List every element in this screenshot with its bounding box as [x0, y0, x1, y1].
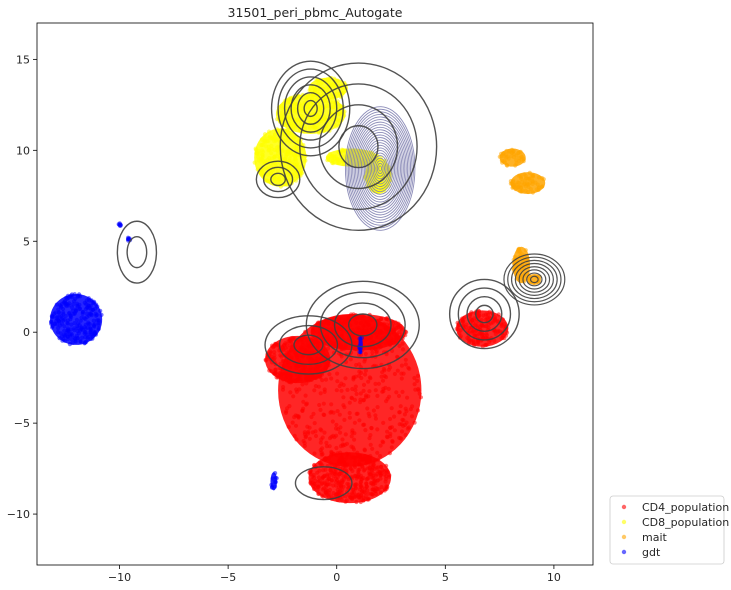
contour-line [344, 106, 416, 231]
contour-line [338, 125, 379, 169]
legend-label: gdt [642, 546, 661, 559]
contour-line [350, 116, 410, 221]
contour-line [376, 162, 384, 175]
contour-line [448, 278, 520, 350]
legend-box [609, 495, 725, 565]
legend-marker [621, 504, 627, 510]
contour-line [369, 150, 391, 187]
contour-line [360, 134, 400, 203]
contour-line [355, 124, 406, 213]
contour-line [518, 266, 551, 293]
contour-line [503, 253, 566, 306]
chart-title: 31501_peri_pbmc_Autogate [228, 5, 403, 20]
points-layer [49, 76, 546, 505]
contour-line [510, 259, 558, 300]
cluster-core [275, 93, 346, 134]
cluster-core [265, 335, 331, 384]
legend-label: mait [642, 531, 668, 544]
contour-line [283, 76, 338, 141]
contour-line [116, 220, 158, 284]
contour-line [365, 142, 396, 195]
legend-marker [621, 519, 627, 525]
contour-line [529, 275, 539, 284]
x-tick-label: 10 [547, 571, 561, 584]
contour-line [356, 126, 404, 211]
x-tick-label: 5 [442, 571, 449, 584]
y-tick-label: 15 [16, 53, 30, 66]
contour-line [305, 280, 420, 370]
contour-line [303, 99, 318, 118]
contour-line [270, 172, 287, 187]
cluster-core [308, 77, 348, 100]
contour-line [373, 157, 387, 180]
contour-line [507, 256, 562, 303]
x-tick-label: −5 [220, 571, 236, 584]
contour-line [347, 313, 378, 337]
contour-line [279, 62, 438, 232]
cluster-core [270, 472, 277, 491]
cluster-core [499, 148, 526, 167]
cluster-core [126, 237, 131, 242]
y-tick-label: 5 [23, 235, 30, 248]
cluster-core [117, 223, 122, 227]
contour-line [357, 129, 403, 208]
x-tick-label: −10 [108, 571, 131, 584]
contour-line [299, 83, 418, 211]
contour-line [290, 84, 331, 133]
contour-line [378, 165, 383, 172]
series-gdt [49, 221, 364, 491]
cluster-core [510, 172, 546, 194]
contour-line [375, 160, 385, 177]
plot-frame [36, 22, 594, 566]
y-tick-label: −10 [7, 508, 30, 521]
contour-line [278, 324, 339, 366]
contour-line [522, 269, 547, 290]
series-CD4_population [263, 308, 510, 505]
legend-label: CD4_population [642, 501, 729, 514]
contour-line [352, 119, 409, 218]
contour-line [526, 272, 543, 287]
contour-line [255, 160, 301, 199]
contour-line [353, 121, 407, 216]
y-tick-label: −5 [14, 417, 30, 430]
contour-line [349, 113, 412, 224]
contour-line [333, 302, 392, 348]
contour-line [319, 291, 406, 359]
contour-line [362, 137, 398, 200]
contour-line [363, 139, 397, 198]
contour-line [277, 68, 344, 149]
legend-marker [621, 534, 627, 540]
contour-line [366, 144, 394, 193]
y-tick-label: 10 [16, 144, 30, 157]
contour-line [371, 152, 390, 185]
contour-line [270, 60, 351, 157]
legend-label: CD8_population [642, 516, 729, 529]
cluster-core [527, 273, 541, 285]
cluster-core [50, 294, 103, 345]
y-tick-label: 0 [23, 326, 30, 339]
contour-line [262, 166, 294, 193]
legend-marker [621, 549, 627, 555]
contour-line [514, 262, 554, 296]
x-tick-label: 0 [333, 571, 340, 584]
contour-line [466, 296, 503, 332]
cluster-core [358, 335, 363, 355]
contour-line [457, 287, 512, 341]
contour-line [294, 466, 353, 501]
density-contours [116, 60, 566, 501]
contour-line [475, 304, 494, 324]
axes: −10 −5 0 5 10 −10 −5 0 5 10 15 [7, 53, 561, 584]
contour-line [126, 236, 148, 269]
contour-line [296, 92, 325, 125]
